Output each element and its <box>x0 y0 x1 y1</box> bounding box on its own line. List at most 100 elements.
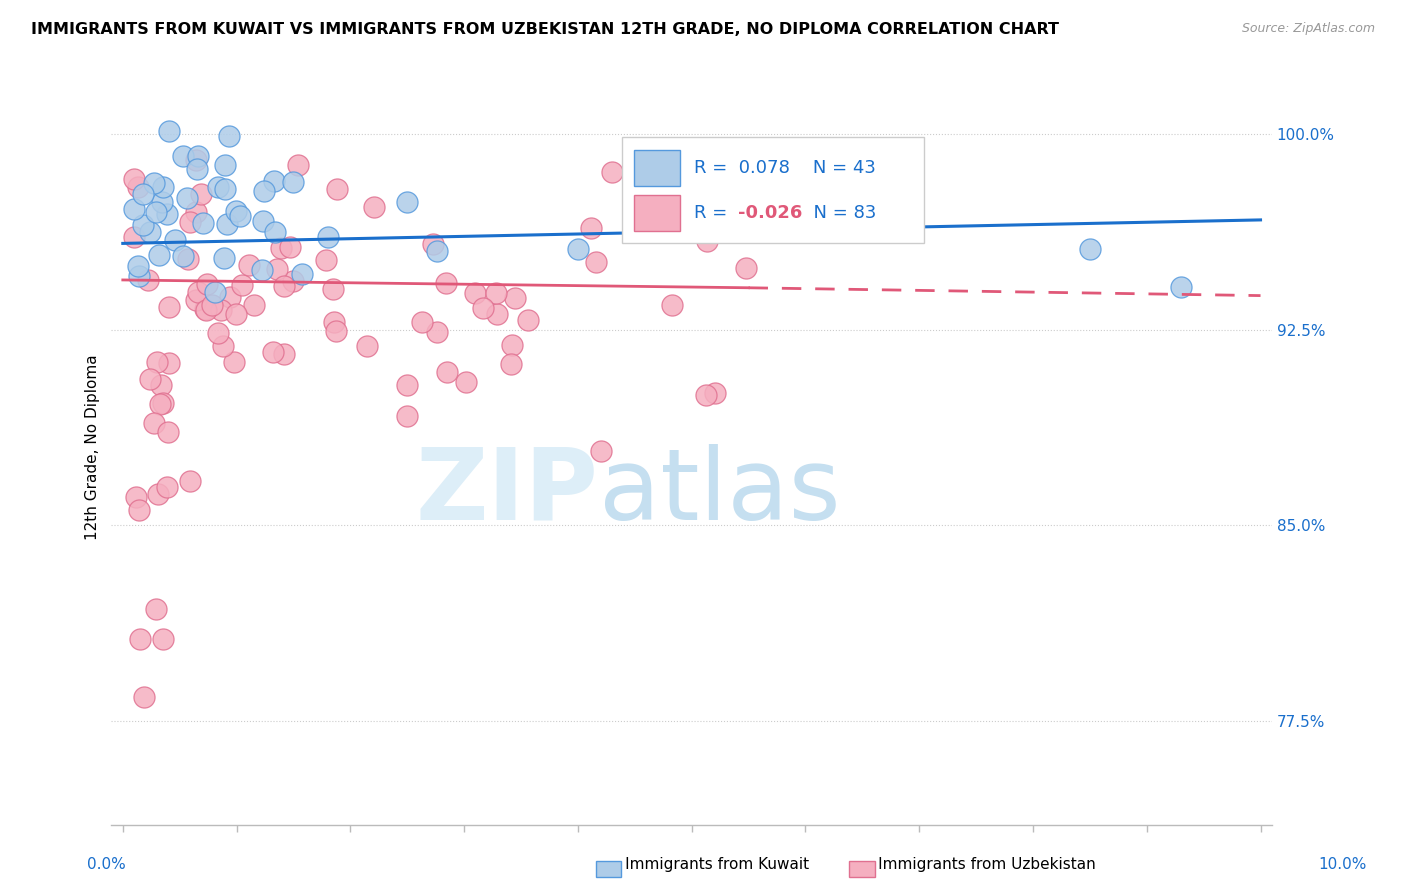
Point <box>156 480 179 494</box>
Point <box>184 204 207 219</box>
Point <box>278 240 301 254</box>
Point <box>252 214 274 228</box>
Point <box>436 365 458 379</box>
Point <box>179 474 201 488</box>
Point <box>155 207 177 221</box>
Point <box>225 204 247 219</box>
Point <box>145 204 167 219</box>
Point <box>207 326 229 340</box>
Point <box>163 233 186 247</box>
Point <box>283 274 305 288</box>
Text: N = 83: N = 83 <box>801 204 876 222</box>
Point <box>149 397 172 411</box>
Point <box>214 158 236 172</box>
Point <box>291 267 314 281</box>
Point <box>356 339 378 353</box>
Point <box>184 293 207 307</box>
Point <box>252 184 274 198</box>
Point <box>486 307 509 321</box>
Point <box>138 225 160 239</box>
Point <box>315 253 337 268</box>
Point <box>157 301 180 315</box>
Point <box>207 180 229 194</box>
Text: Immigrants from Uzbekistan: Immigrants from Uzbekistan <box>844 857 1095 872</box>
Point <box>152 632 174 647</box>
Point <box>128 503 150 517</box>
Point <box>322 282 344 296</box>
Point <box>422 237 444 252</box>
Point <box>142 176 165 190</box>
Point <box>567 242 589 256</box>
Point <box>143 416 166 430</box>
Text: ZIP: ZIP <box>416 444 599 541</box>
Point <box>229 209 252 223</box>
Point <box>806 219 828 233</box>
Point <box>128 632 150 647</box>
Point <box>127 179 149 194</box>
Point <box>696 234 718 248</box>
Point <box>434 276 457 290</box>
Text: 10.0%: 10.0% <box>1319 857 1367 872</box>
Point <box>190 186 212 201</box>
Text: R =: R = <box>695 204 733 222</box>
Point <box>695 388 717 402</box>
FancyBboxPatch shape <box>621 136 924 243</box>
Point <box>194 301 217 316</box>
Point <box>172 149 194 163</box>
Point <box>499 357 522 371</box>
Point <box>505 291 527 305</box>
Point <box>396 194 419 209</box>
Text: atlas: atlas <box>599 444 841 541</box>
Point <box>195 303 218 318</box>
Point <box>157 124 180 138</box>
Point <box>157 356 180 370</box>
Point <box>737 161 759 175</box>
Point <box>501 338 523 352</box>
Point <box>326 181 349 195</box>
Point <box>124 490 146 504</box>
Point <box>152 179 174 194</box>
Point <box>471 301 494 316</box>
Point <box>464 285 486 300</box>
Point <box>187 285 209 300</box>
Text: R =  0.078    N = 43: R = 0.078 N = 43 <box>695 159 876 177</box>
Point <box>139 372 162 386</box>
Point <box>363 201 385 215</box>
Point <box>270 241 292 255</box>
Point <box>287 158 309 172</box>
Point <box>485 285 508 300</box>
Point <box>735 260 758 275</box>
Point <box>266 261 288 276</box>
Point <box>218 128 240 143</box>
FancyBboxPatch shape <box>634 150 681 186</box>
Point <box>195 277 218 292</box>
Point <box>122 202 145 217</box>
Point <box>204 285 226 299</box>
Point <box>150 378 173 392</box>
Point <box>145 601 167 615</box>
Y-axis label: 12th Grade, No Diploma: 12th Grade, No Diploma <box>86 354 100 540</box>
Point <box>132 219 155 233</box>
Point <box>152 195 174 210</box>
Point <box>395 409 418 424</box>
Point <box>177 252 200 266</box>
Point <box>179 214 201 228</box>
Point <box>411 315 433 329</box>
Point <box>148 248 170 262</box>
Text: -0.026: -0.026 <box>738 204 803 222</box>
Point <box>172 249 194 263</box>
Point <box>1078 242 1101 256</box>
Point <box>191 216 214 230</box>
Point <box>517 313 540 327</box>
Point <box>273 347 295 361</box>
Point <box>283 175 305 189</box>
Point <box>591 444 613 458</box>
Point <box>456 376 478 390</box>
Point <box>214 182 236 196</box>
Point <box>426 244 449 258</box>
Point <box>157 425 180 439</box>
Point <box>222 355 245 369</box>
Text: IMMIGRANTS FROM KUWAIT VS IMMIGRANTS FROM UZBEKISTAN 12TH GRADE, NO DIPLOMA CORR: IMMIGRANTS FROM KUWAIT VS IMMIGRANTS FRO… <box>31 22 1059 37</box>
Point <box>316 230 339 244</box>
Text: 0.0%: 0.0% <box>87 857 127 872</box>
